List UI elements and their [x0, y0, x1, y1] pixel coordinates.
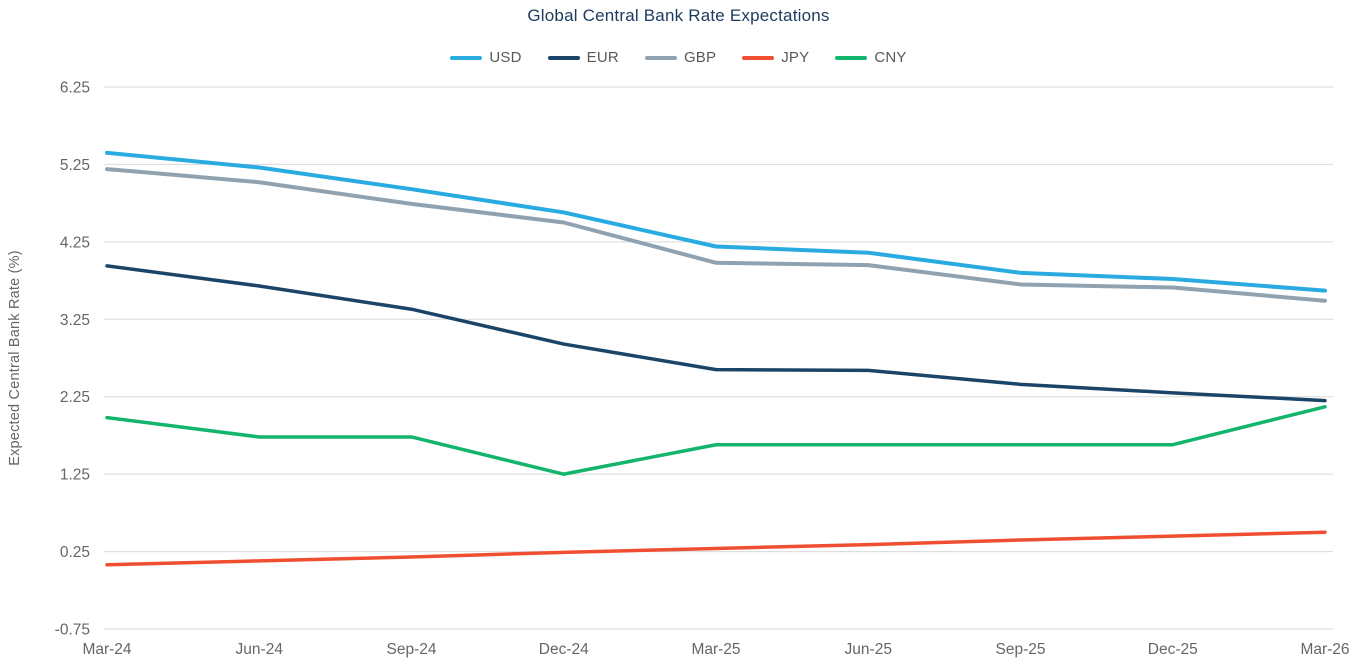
legend-label: JPY [781, 49, 810, 66]
y-tick-label: 2.25 [60, 389, 90, 406]
y-tick-label: 0.25 [60, 544, 90, 561]
legend-swatch-jpy [742, 55, 775, 60]
legend-label: CNY [874, 49, 907, 66]
y-tick-label: 3.25 [60, 312, 90, 329]
legend-item-usd: USD [450, 49, 521, 66]
x-tick-label: Jun-25 [845, 641, 892, 658]
legend-swatch-usd [450, 55, 483, 60]
legend-label: EUR [586, 49, 619, 66]
x-tick-label: Jun-24 [236, 641, 284, 658]
legend-item-jpy: JPY [742, 49, 809, 66]
series-line-jpy [105, 530, 1327, 567]
x-tick-label: Mar-25 [691, 641, 740, 658]
legend-label: GBP [683, 49, 717, 66]
series-line-usd [105, 150, 1327, 293]
legend-item-eur: EUR [547, 49, 619, 66]
legend-label: USD [489, 49, 522, 66]
y-tick-label: 6.25 [60, 80, 90, 97]
chart-title: Global Central Bank Rate Expectations [527, 6, 830, 25]
x-tick-label: Dec-24 [539, 641, 589, 658]
y-tick-label: 1.25 [60, 467, 90, 484]
x-tick-label: Dec-25 [1148, 641, 1198, 658]
chart-legend: USD EUR GBP JPY CNY [0, 49, 1357, 66]
x-tick-label: Mar-24 [82, 641, 131, 658]
legend-item-gbp: GBP [644, 49, 717, 66]
series-line-cny [105, 405, 1327, 476]
y-tick-label: -0.75 [55, 622, 90, 639]
x-tick-label: Sep-24 [387, 641, 437, 658]
legend-swatch-gbp [644, 55, 677, 60]
x-tick-label: Mar-26 [1300, 641, 1349, 658]
y-tick-label: 5.25 [60, 157, 90, 174]
legend-swatch-cny [835, 55, 868, 60]
series-line-gbp [105, 167, 1327, 303]
series-line-eur [105, 264, 1327, 403]
legend-item-cny: CNY [835, 49, 906, 66]
y-tick-label: 4.25 [60, 234, 90, 251]
x-tick-label: Sep-25 [996, 641, 1046, 658]
legend-swatch-eur [547, 55, 580, 60]
